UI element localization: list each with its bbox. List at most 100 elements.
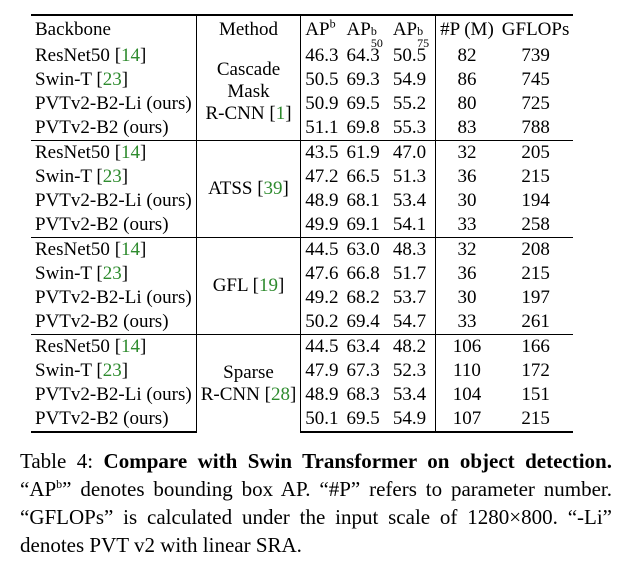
ap50-cell: 61.9 bbox=[342, 140, 389, 165]
ap50-cell: 63.0 bbox=[342, 237, 389, 262]
ap50-cell: 69.5 bbox=[342, 407, 389, 433]
backbone-cell: PVTv2-B2-Li (ours) bbox=[31, 286, 197, 310]
ap50-cell: 69.1 bbox=[346, 214, 380, 235]
table-row: PVTv2-B2 (ours) 50.1 69.5 54.9 107 215 bbox=[31, 407, 574, 433]
col-ap-header: APb bbox=[300, 14, 343, 44]
table-row: PVTv2-B2 (ours) 51.1 69.8 55.3 83 788 bbox=[31, 116, 573, 141]
ap-cell: 46.3 bbox=[305, 45, 339, 66]
gflops-cell: 745 bbox=[521, 69, 550, 90]
ap-cell: 50.9 bbox=[305, 93, 339, 114]
ap-cell: 44.5 bbox=[300, 334, 343, 359]
citation-link[interactable]: 14 bbox=[121, 336, 141, 357]
citation-link[interactable]: 1 bbox=[275, 103, 286, 124]
header-row: Backbone Method APb AP b 50 AP b 75 #P (M) G… bbox=[31, 14, 574, 50]
citation-link[interactable]: 14 bbox=[121, 45, 141, 66]
backbone-name: PVTv2-B2 (ours) bbox=[35, 311, 169, 332]
params-cell: 107 bbox=[435, 407, 498, 433]
method-cell: Cascade Mask R-CNN [1] bbox=[196, 44, 302, 141]
ap-cell: 47.2 bbox=[305, 166, 339, 187]
table-row: PVTv2-B2 (ours) 50.2 69.4 54.7 33 261 bbox=[31, 310, 573, 335]
gflops-cell: 197 bbox=[521, 287, 550, 308]
method-line: ATSS [39] bbox=[201, 178, 297, 200]
gflops-cell: 172 bbox=[521, 360, 550, 381]
ap50-cell: 69.5 bbox=[346, 93, 380, 114]
method-text: R-CNN [ bbox=[200, 383, 271, 405]
method-line: Cascade bbox=[201, 59, 297, 81]
table-row: PVTv2-B2-Li (ours) 48.9 68.1 53.4 30 194 bbox=[31, 189, 573, 213]
citation-link[interactable]: 28 bbox=[270, 383, 290, 405]
col-method-header: Method bbox=[196, 14, 302, 44]
citation-link[interactable]: 23 bbox=[102, 360, 122, 381]
method-cell: GFL [19] bbox=[196, 237, 302, 335]
backbone-cell: ResNet50 [14] bbox=[31, 237, 197, 262]
gflops-cell: 788 bbox=[521, 117, 550, 138]
ap50-cell: 69.4 bbox=[346, 311, 380, 332]
ap75-cell: 47.0 bbox=[388, 140, 437, 165]
gflops-cell: 151 bbox=[521, 384, 550, 405]
citation-link[interactable]: 23 bbox=[102, 166, 122, 187]
ap-cell: 49.9 bbox=[305, 214, 339, 235]
ap50-cell: 69.3 bbox=[346, 69, 380, 90]
gflops-cell: 261 bbox=[521, 311, 550, 332]
method-line: Mask bbox=[201, 81, 297, 103]
ap-cell: 51.1 bbox=[305, 117, 339, 138]
backbone-name: PVTv2-B2-Li (ours) bbox=[35, 384, 192, 405]
table-header: Backbone Method APb AP b 50 AP b 75 #P (M) G… bbox=[31, 14, 574, 50]
ap-cell: 48.9 bbox=[305, 190, 339, 211]
ap75-cell: 53.4 bbox=[388, 189, 437, 213]
citation-link[interactable]: 23 bbox=[102, 69, 122, 90]
results-table: Backbone Method APb AP b 50 AP b 75 #P (M) G… bbox=[31, 14, 574, 433]
backbone-cell: Swin-T [23] bbox=[31, 68, 197, 92]
params-cell: 36 bbox=[457, 263, 477, 284]
table-caption: Table 4: Compare with Swin Transformer o… bbox=[20, 447, 612, 559]
params-cell: 33 bbox=[457, 214, 477, 235]
ap50-cell: 67.3 bbox=[346, 360, 380, 381]
citation-link[interactable]: 14 bbox=[121, 142, 141, 163]
method-text: ] bbox=[282, 178, 289, 199]
col-ap75-header: AP b 75 bbox=[388, 14, 437, 50]
params-cell: 32 bbox=[435, 140, 498, 165]
backbone-cell: PVTv2-B2 (ours) bbox=[31, 116, 197, 141]
backbone-name: Swin-T bbox=[35, 166, 92, 187]
citation-link[interactable]: 39 bbox=[263, 178, 283, 199]
table-row: PVTv2-B2-Li (ours) 48.9 68.3 53.4 104 151 bbox=[31, 383, 573, 407]
col-ap50-header: AP b 50 bbox=[342, 14, 389, 50]
backbone-name: PVTv2-B2 (ours) bbox=[35, 214, 169, 235]
params-cell: 33 bbox=[457, 311, 477, 332]
backbone-name: Swin-T bbox=[35, 263, 92, 284]
method-text: ATSS [ bbox=[208, 178, 264, 199]
table-row: Swin-T [23] 50.5 69.3 54.9 86 745 bbox=[31, 68, 573, 92]
backbone-cell: Swin-T [23] bbox=[31, 165, 197, 189]
ap75-cell: 50.5 bbox=[388, 44, 437, 68]
backbone-name: ResNet50 bbox=[35, 239, 110, 260]
col-gflops-header: GFLOPs bbox=[497, 14, 574, 44]
params-cell: 80 bbox=[457, 93, 477, 114]
caption-label: Table 4: bbox=[20, 449, 94, 473]
method-cell: ATSS [39] bbox=[196, 140, 302, 238]
table-body: ResNet50 [14] Cascade Mask R-CNN [1] 46.3 64.… bbox=[31, 44, 574, 433]
method-text: ] bbox=[285, 103, 292, 124]
backbone-cell: ResNet50 [14] bbox=[31, 44, 197, 68]
gflops-cell: 725 bbox=[521, 93, 550, 114]
backbone-name: PVTv2-B2-Li (ours) bbox=[35, 190, 192, 211]
citation-link[interactable]: 14 bbox=[121, 239, 141, 260]
ap75-cell: 53.7 bbox=[388, 286, 437, 310]
ap-cell: 48.9 bbox=[305, 384, 339, 405]
method-text: GFL [ bbox=[212, 275, 259, 296]
method-text: R-CNN [ bbox=[205, 103, 276, 124]
backbone-cell: ResNet50 [14] bbox=[31, 334, 197, 359]
ap75-cell: 52.3 bbox=[388, 359, 437, 383]
citation-link[interactable]: 23 bbox=[102, 263, 122, 284]
ap50-cell: 66.5 bbox=[346, 166, 380, 187]
citation-link[interactable]: 19 bbox=[258, 275, 278, 296]
ap50-cell: 69.8 bbox=[346, 117, 380, 138]
params-cell: 82 bbox=[457, 45, 477, 66]
gflops-cell: 215 bbox=[521, 166, 550, 187]
method-line: R-CNN [28] bbox=[201, 384, 297, 406]
method-text: Cascade bbox=[216, 59, 281, 80]
col-backbone-header: Backbone bbox=[31, 14, 197, 44]
gflops-cell: 166 bbox=[497, 334, 574, 359]
table-row: Swin-T [23] 47.9 67.3 52.3 110 172 bbox=[31, 359, 573, 383]
gflops-cell: 215 bbox=[521, 263, 550, 284]
table-row: ResNet50 [14] Cascade Mask R-CNN [1] 46.3 64.… bbox=[31, 44, 573, 141]
